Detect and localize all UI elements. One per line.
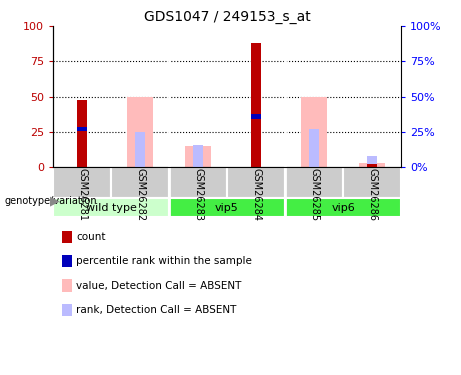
Text: vip5: vip5 [215, 203, 239, 213]
Bar [343, 167, 401, 198]
Bar [285, 167, 343, 198]
Text: GSM26283: GSM26283 [193, 168, 203, 220]
Bar [53, 198, 169, 217]
Text: rank, Detection Call = ABSENT: rank, Detection Call = ABSENT [76, 305, 236, 315]
Bar [227, 167, 285, 198]
Bar [193, 145, 203, 167]
Bar [185, 146, 211, 167]
Bar [169, 167, 227, 198]
Text: percentile rank within the sample: percentile rank within the sample [76, 256, 252, 266]
Bar [169, 198, 285, 217]
Text: GSM26285: GSM26285 [309, 168, 319, 221]
Text: GSM26281: GSM26281 [77, 168, 87, 220]
Bar [251, 43, 261, 167]
Title: GDS1047 / 249153_s_at: GDS1047 / 249153_s_at [144, 10, 310, 24]
Text: ▶: ▶ [50, 195, 59, 208]
Text: genotype/variation: genotype/variation [5, 196, 97, 206]
Bar [127, 97, 153, 167]
Text: value, Detection Call = ABSENT: value, Detection Call = ABSENT [76, 281, 242, 291]
Bar [301, 97, 327, 167]
Bar [367, 164, 377, 167]
Text: count: count [76, 232, 106, 242]
Text: GSM26282: GSM26282 [135, 168, 145, 221]
Bar [53, 167, 111, 198]
Bar [135, 132, 145, 167]
Text: wild type: wild type [86, 203, 136, 213]
Bar [111, 167, 169, 198]
Text: GSM26286: GSM26286 [367, 168, 377, 220]
Text: GSM26284: GSM26284 [251, 168, 261, 220]
Bar [359, 163, 385, 167]
Text: vip6: vip6 [331, 203, 355, 213]
Bar [285, 198, 401, 217]
Bar [309, 129, 319, 167]
Bar [367, 156, 377, 167]
Bar [77, 127, 87, 131]
Bar [77, 99, 87, 167]
Bar [251, 114, 261, 118]
